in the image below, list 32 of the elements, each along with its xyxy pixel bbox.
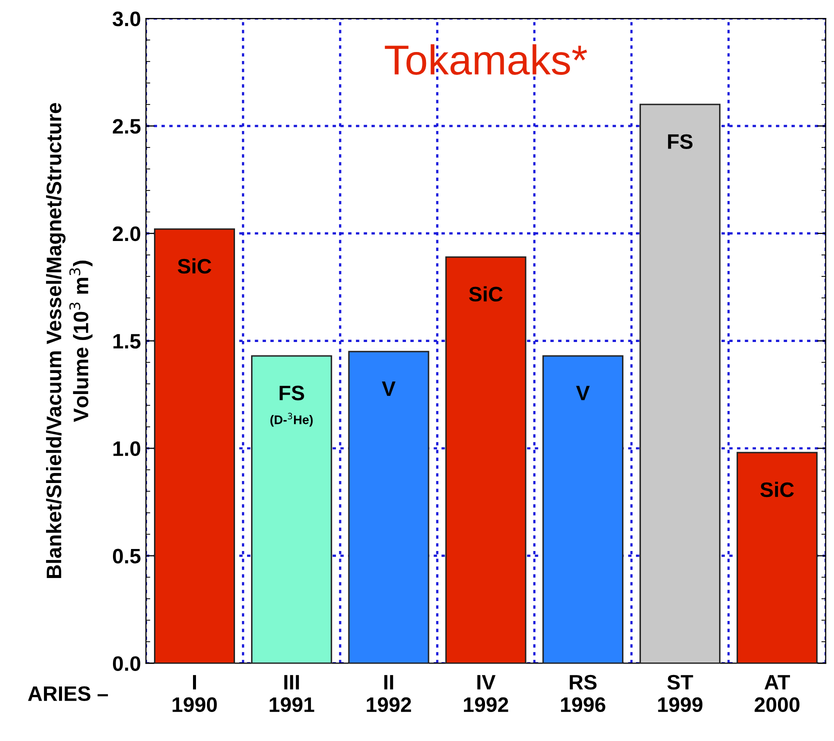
y-axis-title: Blanket/Shield/Vacuum Vessel/Magnet/Structure Volume (10$^{3}$ m$^{3}$) [46,103,92,578]
x-tick-label: RS 1996 [561,674,606,712]
x-tick-label: ST 1999 [658,674,702,712]
annotation: FS [668,134,693,149]
y-tick-label: 2.0 [112,226,140,242]
annotation: V [382,382,396,396]
annotation: SiC [178,258,212,274]
annotation: V [576,386,590,400]
x-tick-label: I 1990 [172,675,217,712]
y-tick-label: 2.5 [112,118,141,134]
x-tick-label: IV 1992 [464,675,508,712]
y-tick-label: 0.0 [112,656,140,671]
bar [640,104,721,664]
bar [251,355,332,664]
annotation: SiC [760,482,794,498]
x-tick-label: AT 2000 [754,675,800,712]
y-tick-label: 1.0 [113,441,140,456]
x-tick-label: III 1991 [270,675,314,712]
bar [348,350,430,664]
bar [445,256,526,664]
x-tick-label: II 1992 [366,675,412,712]
annotation: FS [280,386,304,400]
bar [154,228,236,664]
y-tick-label: 3.0 [112,12,140,26]
bar [542,355,624,664]
x-axis-title: ARIES – [28,686,108,702]
y-tick-label: 0.5 [112,548,141,564]
annotation: (D-$^{3}$He) [270,412,313,427]
bar [736,452,818,664]
annotation: SiC [469,286,503,302]
chart-title: Tokamaks* [384,44,588,75]
y-tick-label: 1.5 [113,334,141,349]
